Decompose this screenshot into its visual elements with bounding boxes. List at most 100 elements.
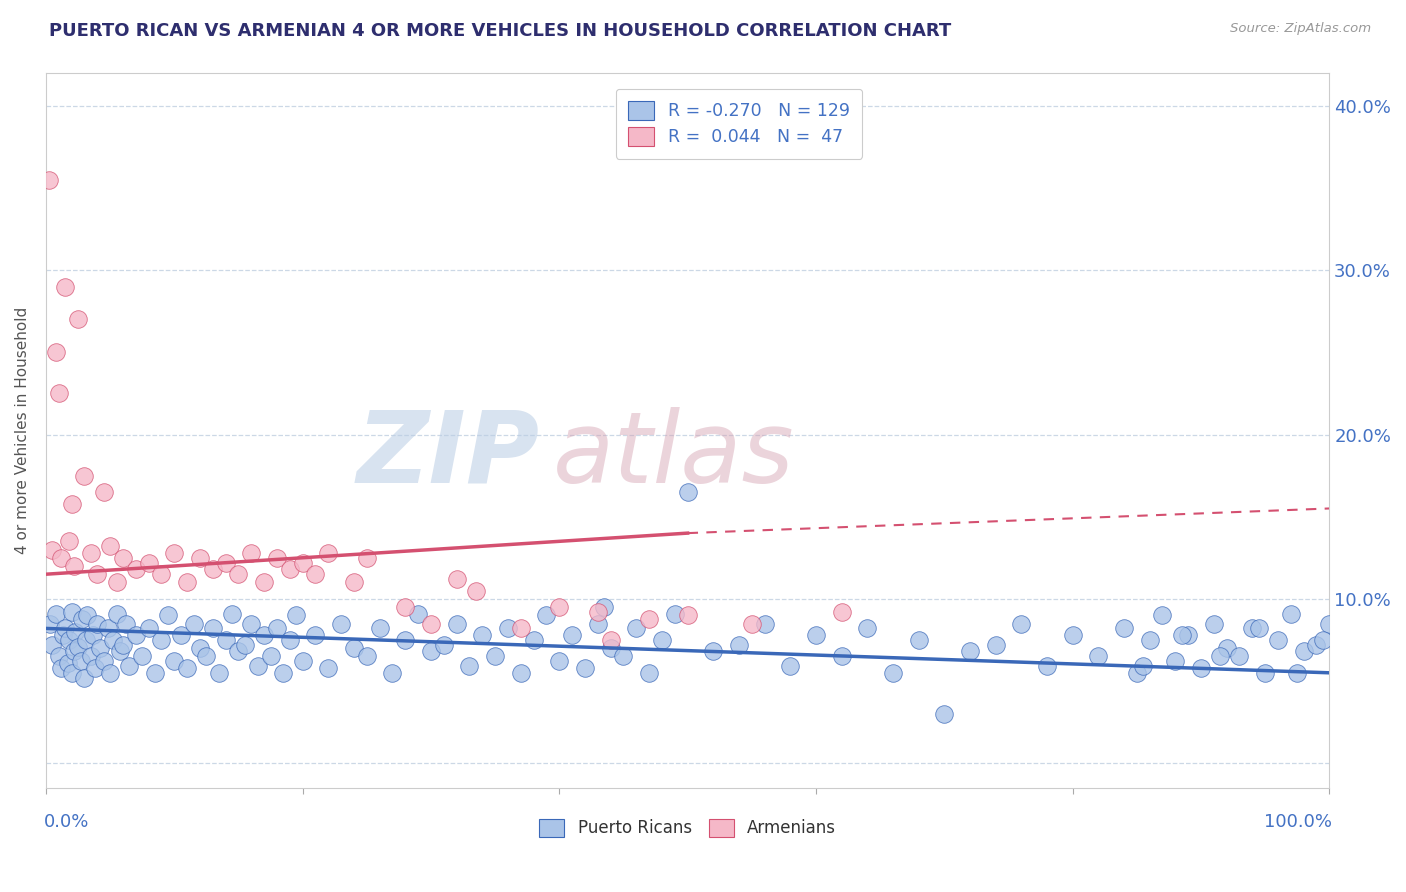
Point bbox=[150, 567, 173, 582]
Point bbox=[1279, 607, 1302, 621]
Point bbox=[233, 638, 256, 652]
Point bbox=[304, 567, 326, 582]
Point bbox=[593, 600, 616, 615]
Point bbox=[651, 632, 673, 647]
Point bbox=[69, 654, 91, 668]
Point bbox=[60, 497, 83, 511]
Point bbox=[304, 628, 326, 642]
Point bbox=[509, 622, 531, 636]
Point bbox=[907, 632, 929, 647]
Point bbox=[163, 654, 186, 668]
Point bbox=[65, 624, 87, 639]
Point bbox=[111, 550, 134, 565]
Point bbox=[93, 654, 115, 668]
Point bbox=[259, 649, 281, 664]
Point bbox=[741, 616, 763, 631]
Point bbox=[246, 659, 269, 673]
Legend: Puerto Ricans, Armenians: Puerto Ricans, Armenians bbox=[533, 812, 842, 844]
Point bbox=[76, 608, 98, 623]
Point bbox=[86, 616, 108, 631]
Point bbox=[1286, 665, 1309, 680]
Point bbox=[38, 616, 60, 631]
Point bbox=[98, 539, 121, 553]
Point bbox=[394, 632, 416, 647]
Point bbox=[138, 622, 160, 636]
Point bbox=[509, 665, 531, 680]
Point bbox=[484, 649, 506, 664]
Point bbox=[82, 628, 104, 642]
Point bbox=[60, 665, 83, 680]
Point bbox=[253, 628, 276, 642]
Point bbox=[183, 616, 205, 631]
Point bbox=[125, 628, 148, 642]
Point bbox=[278, 562, 301, 576]
Point bbox=[343, 641, 366, 656]
Point bbox=[420, 616, 443, 631]
Point bbox=[1292, 644, 1315, 658]
Point bbox=[548, 654, 571, 668]
Point bbox=[831, 605, 853, 619]
Point bbox=[291, 654, 314, 668]
Point bbox=[676, 608, 699, 623]
Point bbox=[70, 611, 93, 625]
Point bbox=[368, 622, 391, 636]
Point bbox=[138, 556, 160, 570]
Point bbox=[856, 622, 879, 636]
Point bbox=[612, 649, 634, 664]
Point bbox=[253, 575, 276, 590]
Point bbox=[1247, 622, 1270, 636]
Point bbox=[804, 628, 827, 642]
Point bbox=[150, 632, 173, 647]
Point bbox=[53, 622, 76, 636]
Point bbox=[111, 638, 134, 652]
Point bbox=[114, 616, 136, 631]
Point bbox=[163, 546, 186, 560]
Point bbox=[45, 607, 67, 621]
Point bbox=[1087, 649, 1109, 664]
Point bbox=[330, 616, 353, 631]
Point bbox=[1229, 649, 1251, 664]
Point bbox=[97, 622, 120, 636]
Point bbox=[80, 546, 103, 560]
Point bbox=[86, 567, 108, 582]
Point bbox=[266, 622, 288, 636]
Point bbox=[291, 556, 314, 570]
Point bbox=[458, 659, 481, 673]
Point bbox=[143, 665, 166, 680]
Point bbox=[156, 608, 179, 623]
Point bbox=[1152, 608, 1174, 623]
Point bbox=[75, 632, 97, 647]
Point bbox=[45, 345, 67, 359]
Point bbox=[195, 649, 218, 664]
Point bbox=[664, 607, 686, 621]
Text: 100.0%: 100.0% bbox=[1264, 814, 1331, 831]
Point bbox=[53, 279, 76, 293]
Point bbox=[702, 644, 724, 658]
Point bbox=[934, 706, 956, 721]
Point bbox=[56, 656, 79, 670]
Point bbox=[170, 628, 193, 642]
Point bbox=[676, 485, 699, 500]
Point bbox=[48, 649, 70, 664]
Point bbox=[240, 546, 263, 560]
Point bbox=[471, 628, 494, 642]
Point bbox=[464, 583, 486, 598]
Point bbox=[356, 649, 378, 664]
Point bbox=[51, 661, 73, 675]
Point bbox=[638, 611, 661, 625]
Point bbox=[41, 638, 63, 652]
Point bbox=[446, 616, 468, 631]
Point bbox=[73, 468, 96, 483]
Point bbox=[599, 641, 621, 656]
Point bbox=[221, 607, 243, 621]
Point bbox=[38, 173, 60, 187]
Point bbox=[278, 632, 301, 647]
Point bbox=[201, 562, 224, 576]
Point bbox=[60, 605, 83, 619]
Point bbox=[41, 542, 63, 557]
Point bbox=[188, 550, 211, 565]
Point bbox=[523, 632, 546, 647]
Point bbox=[67, 312, 90, 326]
Point bbox=[58, 632, 80, 647]
Point bbox=[433, 638, 456, 652]
